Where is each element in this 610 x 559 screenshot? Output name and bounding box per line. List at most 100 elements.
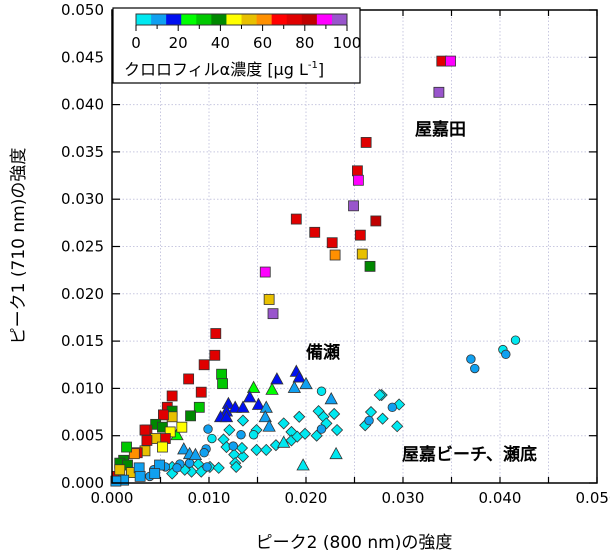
square-point <box>195 386 207 398</box>
colorbar-segment <box>181 14 197 25</box>
colorbar-tick-label: 60 <box>253 34 272 52</box>
colorbar-segment <box>226 14 242 25</box>
square-point <box>364 260 376 272</box>
colorbar-tick-label: 40 <box>211 34 230 52</box>
circle-point <box>236 430 246 440</box>
diamond-point <box>293 410 306 423</box>
diamond-point <box>391 420 404 433</box>
y-tick-label: 0.025 <box>61 238 104 256</box>
y-tick-label: 0.015 <box>61 332 104 350</box>
triangle-point <box>188 447 203 461</box>
square-point <box>183 373 195 385</box>
y-tick-label: 0.035 <box>61 143 104 161</box>
colorbar-title-main: クロロフィルα濃度 [μg L <box>124 60 308 79</box>
square-point <box>354 229 366 241</box>
y-tick-label: 0.040 <box>61 96 104 114</box>
square-point <box>259 266 271 278</box>
colorbar-tick-label: 0 <box>131 34 141 52</box>
circle-point <box>202 462 212 472</box>
circle-point <box>510 335 521 345</box>
diamond-point <box>330 423 344 437</box>
square-point <box>193 401 205 413</box>
y-axis-label: ピーク1 (710 nm)の強度 <box>9 148 29 345</box>
square-point <box>166 390 178 402</box>
circle-point <box>364 415 374 426</box>
diamond-point <box>250 443 263 456</box>
circle-point <box>387 402 398 413</box>
colorbar-title-close: ] <box>318 60 324 79</box>
square-point <box>370 215 382 227</box>
square-point <box>352 174 364 186</box>
square-point <box>185 410 196 422</box>
square-point <box>360 137 372 148</box>
x-axis-label: ピーク2 (800 nm)の強度 <box>256 533 453 553</box>
diamond-point <box>298 427 312 440</box>
colorbar-segment <box>166 14 182 25</box>
square-point <box>158 409 169 421</box>
triangle-point <box>219 409 234 423</box>
square-point <box>216 368 228 380</box>
triangle-point <box>296 458 310 471</box>
colorbar-title: クロロフィルα濃度 [μg L-1] <box>124 60 324 79</box>
circle-point <box>207 433 217 444</box>
colorbar-tick-label: 100 <box>333 34 362 52</box>
x-tick-label: 0.050 <box>576 489 610 507</box>
triangle-point <box>270 372 284 385</box>
triangle-point <box>243 390 257 403</box>
square-point <box>267 308 279 320</box>
square-point <box>149 468 161 479</box>
circle-point <box>248 430 259 440</box>
y-tick-labels: 0.000 0.005 0.010 0.015 0.020 0.025 0.030 0.035… <box>61 1 104 492</box>
y-tick-label: 0.030 <box>61 190 104 208</box>
square-point <box>198 359 210 371</box>
colorbar-legend: 0 20 40 60 80 100 クロロフィルα濃度 [μg L-1] <box>112 7 362 84</box>
y-tick-label: 0.020 <box>61 285 104 303</box>
circle-point <box>228 441 238 451</box>
square-point <box>128 448 140 460</box>
circle-point <box>466 354 476 364</box>
square-point <box>290 213 302 225</box>
x-tick-labels: 0.000 0.010 0.020 0.030 0.040 0.050 <box>91 489 610 507</box>
colorbar-segment <box>256 14 272 25</box>
circle-point <box>316 424 327 434</box>
colorbar-title-superscript: -1 <box>308 60 318 71</box>
x-tick-label: 0.040 <box>479 489 522 507</box>
square-point <box>348 200 359 212</box>
colorbar <box>135 13 348 26</box>
y-tick-label: 0.050 <box>61 1 104 19</box>
circle-point <box>316 386 327 396</box>
diamond-point <box>260 443 273 456</box>
triangle-point <box>262 419 276 432</box>
square-point <box>217 378 228 390</box>
square-point <box>114 464 126 476</box>
triangle-point <box>299 376 313 390</box>
colorbar-tick-label: 20 <box>169 34 188 52</box>
square-point <box>139 424 151 436</box>
triangle-point <box>287 380 302 393</box>
y-tick-label: 0.005 <box>61 427 104 445</box>
triangle-point <box>277 435 291 448</box>
triangle-point <box>292 370 306 383</box>
diamond-point <box>277 417 290 430</box>
diamond-point <box>376 412 389 425</box>
x-tick-label: 0.020 <box>285 489 328 507</box>
circle-point <box>203 424 213 434</box>
colorbar-segment <box>286 14 303 25</box>
x-tick-label: 0.010 <box>188 489 231 507</box>
square-point <box>209 349 221 361</box>
colorbar-segment <box>211 14 227 25</box>
square-point <box>356 248 368 260</box>
colorbar-segment <box>316 14 333 25</box>
diamond-point <box>364 405 378 419</box>
diamond-point <box>236 414 250 427</box>
square-point <box>141 435 153 446</box>
triangle-point <box>324 391 338 405</box>
colorbar-tick-label: 80 <box>295 34 314 52</box>
diamond-point <box>223 423 236 437</box>
square-point <box>110 475 122 487</box>
colorbar-segment <box>196 14 212 25</box>
diamond-point <box>230 460 243 473</box>
square-point <box>176 421 188 433</box>
x-tick-label: 0.000 <box>91 489 134 507</box>
